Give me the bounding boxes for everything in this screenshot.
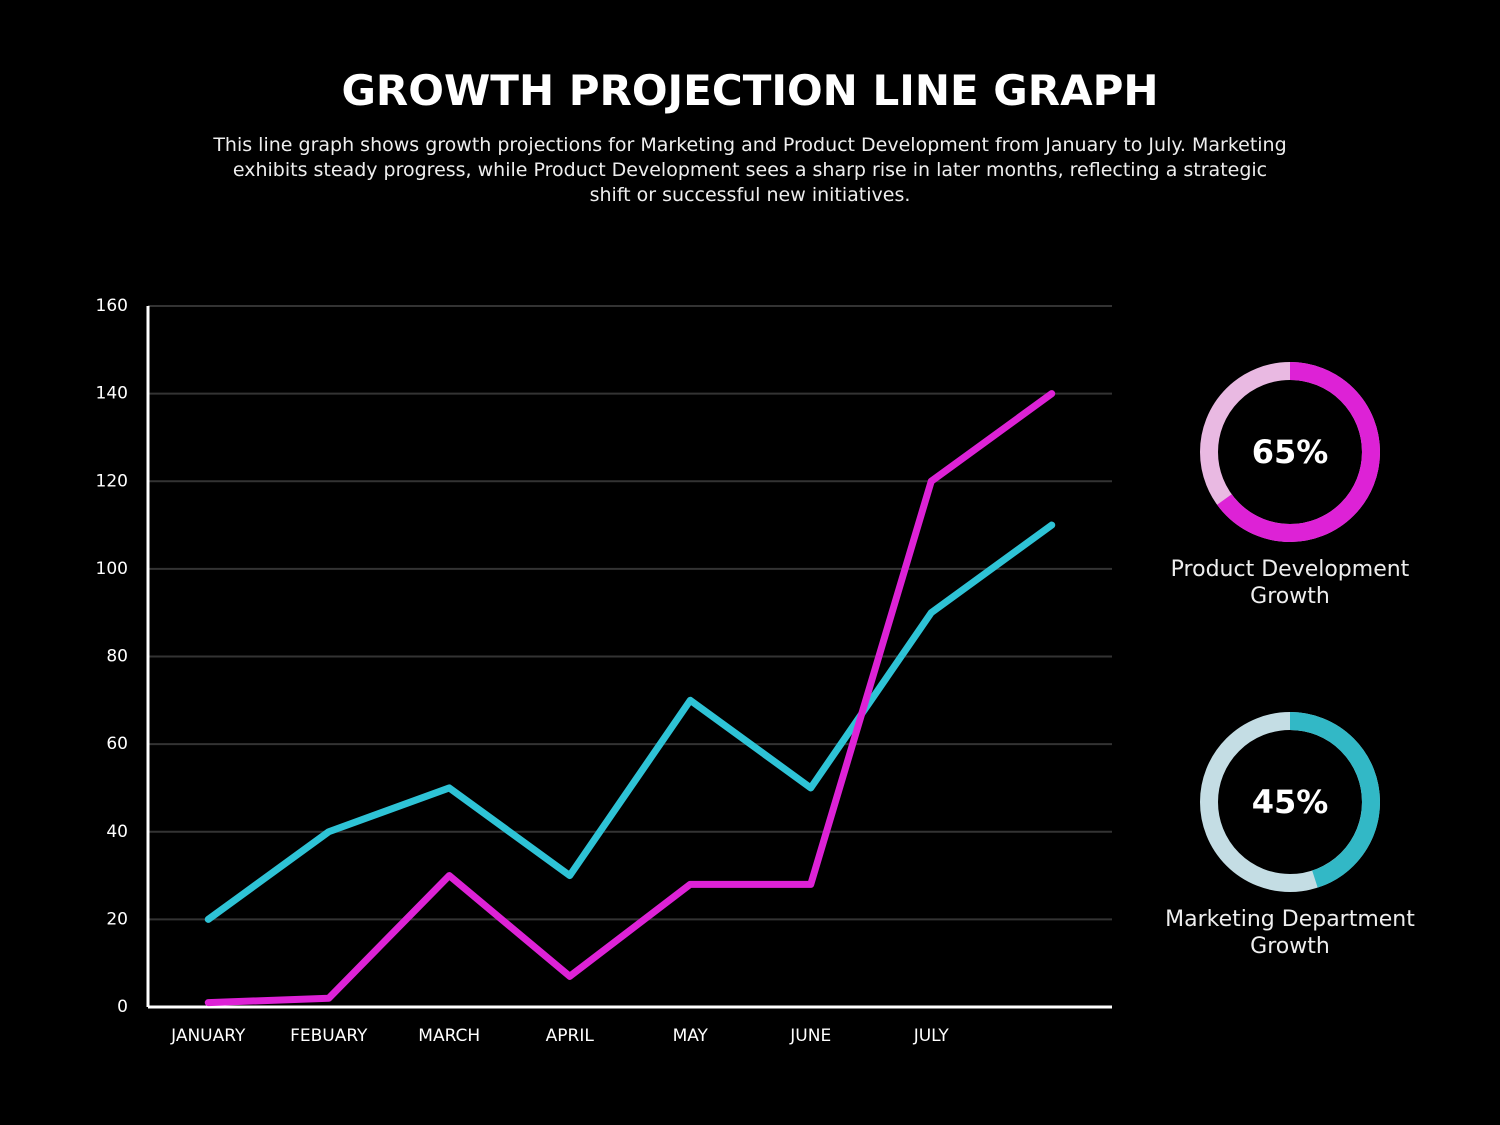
chart-title: GROWTH PROJECTION LINE GRAPH xyxy=(341,66,1159,115)
x-tick-label: JULY xyxy=(913,1026,950,1046)
x-tick-label: MAY xyxy=(673,1026,709,1046)
y-tick-label: 60 xyxy=(106,734,128,754)
line-series xyxy=(204,521,1056,923)
x-tick-label: APRIL xyxy=(546,1026,595,1046)
x-tick-label: FEBUARY xyxy=(290,1026,368,1046)
donut-label: Marketing Department Growth xyxy=(1165,907,1415,959)
donut-arc xyxy=(1200,362,1380,542)
y-tick-label: 120 xyxy=(96,471,128,491)
x-tick-label: MARCH xyxy=(418,1026,480,1046)
y-tick-label: 160 xyxy=(96,296,128,316)
y-tick-label: 140 xyxy=(96,384,128,404)
donut-value-label: 65% xyxy=(1252,433,1329,471)
chart-subtitle: This line graph shows growth projections… xyxy=(213,134,1287,206)
y-tick-label: 0 xyxy=(117,997,128,1017)
y-tick-label: 20 xyxy=(106,909,128,929)
line-series xyxy=(204,390,1056,1007)
donut-value-label: 45% xyxy=(1252,783,1329,821)
x-tick-label: JANUARY xyxy=(170,1026,246,1046)
donut-label: Product Development Growth xyxy=(1170,557,1410,609)
donut-arc xyxy=(1200,712,1380,892)
y-tick-label: 100 xyxy=(96,559,128,579)
y-tick-label: 40 xyxy=(106,822,128,842)
y-tick-label: 80 xyxy=(106,647,128,667)
x-tick-label: JUNE xyxy=(789,1026,831,1046)
